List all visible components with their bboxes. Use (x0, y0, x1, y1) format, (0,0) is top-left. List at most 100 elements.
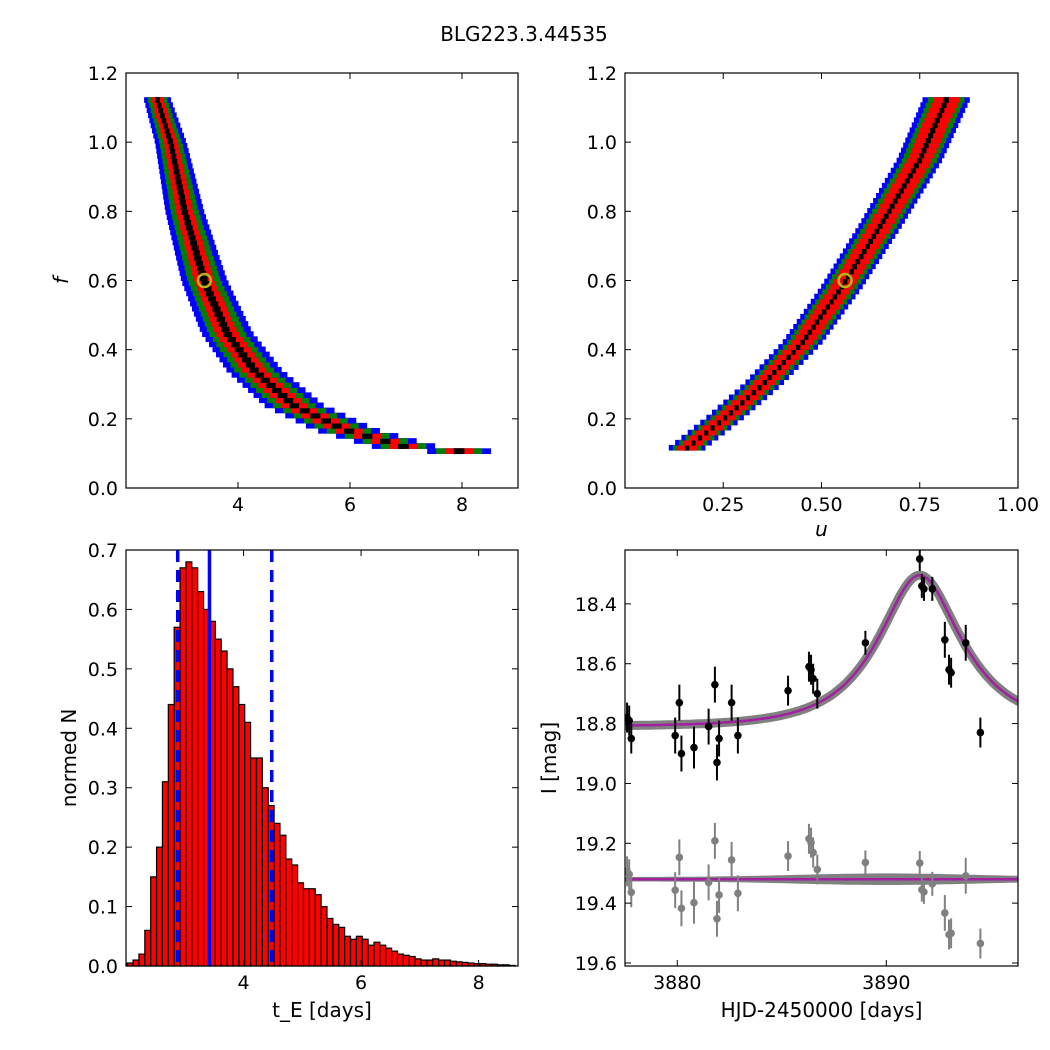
confidence-cell-best (159, 112, 165, 119)
histogram-bar (226, 668, 234, 967)
confidence-cell-best (751, 389, 756, 396)
x-tick-label: 8 (473, 972, 485, 994)
confidence-cell-best (234, 346, 244, 353)
residual-point (675, 853, 684, 862)
histogram-bar (273, 822, 281, 967)
confidence-cell-best (934, 117, 940, 124)
data-point (861, 638, 870, 647)
data-point (625, 716, 633, 725)
confidence-cell-best (832, 293, 838, 300)
histogram-bar (279, 834, 287, 967)
confidence-cell-best (192, 249, 201, 256)
confidence-cell-best (781, 359, 787, 365)
residual-point (625, 870, 633, 879)
y-tick-label: 1.2 (88, 63, 118, 85)
confidence-cell-best (927, 132, 934, 139)
x-tick-label: 0.25 (702, 494, 744, 516)
residual-point (727, 856, 736, 864)
y-tick-label: 0.6 (88, 599, 118, 621)
histogram-bar (291, 864, 299, 967)
confidence-cell-best (181, 209, 189, 215)
data-point (947, 668, 955, 677)
data-point (677, 749, 686, 758)
histogram-bar (338, 926, 346, 967)
histogram-bar (302, 888, 310, 967)
figure-title: BLG223.3.44535 (440, 22, 608, 46)
x-tick-label: 1.00 (997, 494, 1039, 516)
confidence-cell-best (868, 238, 873, 244)
best-fit-marker (196, 272, 213, 289)
histogram-bar (238, 703, 246, 967)
histogram-bar (197, 590, 205, 967)
confidence-cell-best (167, 137, 173, 144)
confidence-cell-best (331, 422, 342, 429)
data-point (727, 698, 736, 707)
confidence-cell-best (723, 414, 728, 421)
confidence-cell-best (194, 254, 202, 261)
residual-point (976, 939, 985, 948)
confidence-cell-best (260, 377, 270, 383)
confidence-cell-best (197, 265, 205, 271)
data-point (711, 680, 719, 689)
confidence-cell-best (220, 326, 230, 332)
confidence-cell-best (195, 260, 203, 266)
confidence-cell-best (939, 107, 945, 113)
histogram-bar (438, 959, 446, 967)
confidence-cell-best (845, 273, 851, 280)
confidence-cell-best (214, 310, 223, 317)
confidence-cell-best (245, 361, 255, 368)
confidence-cell-best (861, 248, 867, 255)
histogram-bar (361, 938, 369, 967)
residual-point (734, 889, 742, 898)
confidence-cell-best (821, 308, 827, 315)
data-point (627, 734, 636, 743)
y-tick-label: 0.6 (88, 271, 118, 293)
confidence-cell-best (921, 147, 927, 154)
confidence-cell-best (184, 219, 192, 226)
confidence-cell-best (923, 142, 929, 149)
y-tick-label: 0.7 (88, 540, 118, 562)
x-tick-label: 6 (355, 972, 367, 994)
y-tick-label: 0.8 (587, 201, 617, 223)
confidence-cell-best (238, 351, 248, 358)
histogram-bar (373, 941, 381, 967)
confidence-cell-best (179, 198, 186, 205)
confidence-cell-best (767, 374, 772, 381)
confidence-cell-best (266, 382, 276, 388)
y-tick-label: 0.4 (587, 340, 617, 362)
residual-point (784, 852, 792, 860)
histogram-bar (249, 757, 258, 967)
confidence-cell-best (836, 288, 841, 295)
confidence-cell-best (380, 438, 391, 444)
confidence-cell-best (163, 122, 168, 129)
confidence-cell-best (728, 409, 733, 416)
residual-point (715, 891, 723, 899)
residual-point (920, 888, 928, 896)
y-tick-label: 0.2 (88, 409, 118, 431)
confidence-cell-best (795, 344, 801, 350)
confidence-cell-best (895, 192, 901, 199)
data-point (915, 555, 924, 563)
x-tick-label: 0.50 (800, 494, 842, 516)
y-tick-label: 19.2 (575, 833, 617, 855)
confidence-cell-best (757, 384, 762, 391)
y-tick-label: 0.2 (587, 409, 617, 431)
confidence-cell-best (178, 193, 185, 200)
confidence-cell-best (320, 417, 331, 424)
residual-point (928, 880, 937, 888)
histogram-bar (261, 787, 269, 967)
confidence-cell-best (205, 290, 214, 297)
histogram-bar (332, 923, 340, 967)
residual-point (861, 858, 870, 867)
histogram-bar (308, 888, 316, 967)
y-tick-label: 0.0 (88, 956, 118, 978)
x-tick-label: 4 (237, 972, 249, 994)
histogram-bar (232, 686, 240, 967)
confidence-cell-best (271, 387, 282, 393)
confidence-cell-best (919, 152, 925, 159)
confidence-cell-best (814, 318, 820, 325)
confidence-cell-best (880, 218, 886, 224)
plot-area (625, 550, 1018, 959)
confidence-cell-best (223, 331, 233, 337)
confidence-cell-best (310, 412, 321, 419)
